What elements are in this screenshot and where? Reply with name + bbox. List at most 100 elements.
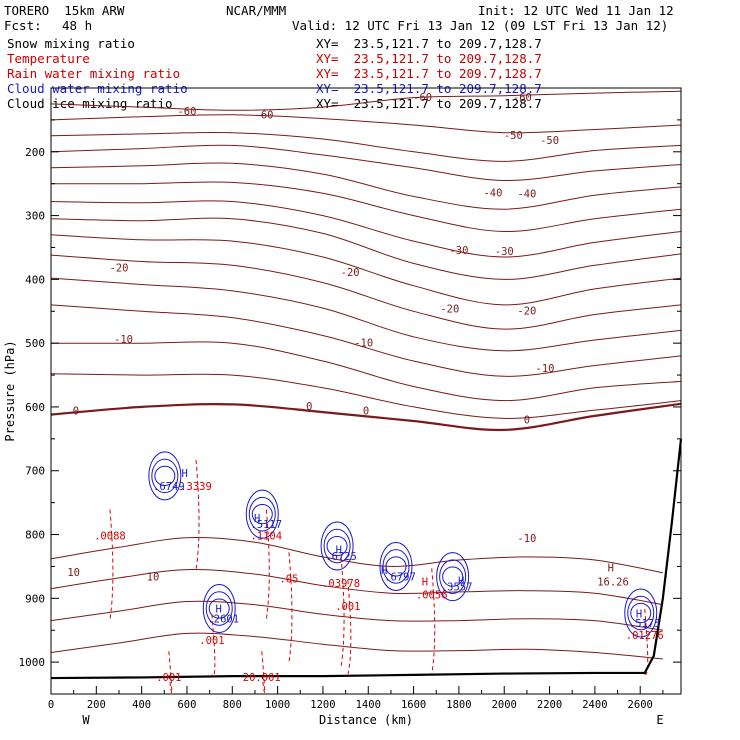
legend-xy: XY= 23.5,121.7 to 209.7,128.7 — [316, 36, 542, 51]
rain-contour — [109, 509, 114, 620]
isotherm-label: -50 — [540, 135, 559, 147]
cloud-water-contour — [202, 584, 236, 634]
y-tick-label: 400 — [25, 273, 45, 286]
isotherm-label: -60 — [413, 92, 432, 104]
legend-xy: XY= 23.5,121.7 to 209.7,128.7 — [316, 66, 542, 81]
y-tick-label: 600 — [25, 401, 45, 414]
rain-contour — [265, 509, 270, 620]
cloud-water-contour — [624, 588, 658, 638]
cloud-max-label: .6749 — [153, 481, 185, 493]
isotherm-line — [51, 277, 681, 352]
x-tick-label: 2000 — [492, 699, 517, 711]
isotherm-label: -50 — [504, 130, 523, 142]
isotherm-label: -10 — [536, 363, 555, 375]
rain-contour — [347, 579, 352, 675]
cloud-water-contour — [208, 598, 230, 619]
rain-max-label: .03978 — [322, 578, 360, 590]
x-tick-label: 1200 — [310, 699, 335, 711]
isotherm-label: 0 — [306, 401, 312, 413]
model-name: TORERO 15km ARW — [4, 3, 125, 18]
cloud-max-label: .6725 — [325, 551, 357, 563]
cloud-water-contour — [154, 465, 176, 486]
isotherm-label: -10 — [517, 533, 536, 545]
cloud-max-label: .5117 — [250, 519, 282, 531]
cloud-water-contour — [151, 458, 179, 494]
isotherm-label: -60 — [177, 106, 196, 118]
rain-max-label: .001 — [335, 601, 360, 613]
plot-frame — [50, 87, 682, 695]
init-time: Init: 12 UTC Wed 11 Jan 12 — [478, 3, 674, 18]
cloud-water-contour — [323, 528, 351, 564]
cloud-water-contour — [320, 521, 354, 571]
x-tick-label: 1000 — [265, 699, 290, 711]
isotherm-line — [51, 341, 681, 402]
org-name: NCAR/MMM — [226, 3, 287, 18]
cloud-water-contour — [382, 549, 410, 584]
y-tick-label: 200 — [25, 146, 45, 159]
cloud-water-contour — [630, 602, 652, 624]
isotherm-label: -10 — [114, 334, 133, 346]
cloud-water-contour — [148, 451, 182, 501]
isotherm-label: 10 — [147, 571, 160, 583]
isotherm-label: -20 — [341, 267, 360, 279]
fcst-label: Fcst: — [4, 18, 42, 33]
cloud-water-contour — [251, 504, 273, 525]
rain-contour — [644, 609, 649, 675]
isotherm-label: -60 — [513, 92, 532, 104]
maximum-marker: H — [254, 513, 260, 525]
isotherm-label: 0 — [73, 406, 79, 418]
y-tick-label: 300 — [25, 210, 45, 223]
isotherm-label: -60 — [255, 110, 274, 122]
rain-max-label: .1104 — [250, 531, 282, 543]
legend-label: Rain water mixing ratio — [7, 66, 181, 81]
y-tick-label: 500 — [25, 337, 45, 350]
rain-contour — [168, 651, 173, 694]
isotherm-line — [51, 90, 681, 111]
maximum-marker: H — [216, 603, 222, 615]
isotherm-line — [51, 217, 681, 280]
cloud-water-contour — [245, 489, 279, 539]
west-label: W — [82, 713, 90, 727]
fcst-value: 48 h — [62, 18, 93, 33]
rain-max-label: .001 — [199, 635, 224, 647]
isotherm-line — [51, 144, 681, 182]
cloud-max-label: .3557 — [441, 582, 473, 594]
rain-contour — [195, 459, 200, 570]
x-tick-label: 200 — [87, 699, 106, 711]
cloud-max-label: .6797 — [384, 571, 416, 583]
maximum-marker: H — [336, 545, 342, 557]
cloud-water-contour — [379, 541, 413, 591]
isotherm-line — [51, 181, 681, 233]
maximum-marker: H — [458, 575, 464, 587]
maximum-marker: H — [381, 565, 387, 577]
isotherm-label: 0 — [363, 406, 369, 418]
x-axis-label: Distance (km) — [319, 713, 413, 727]
cloud-water-contour — [442, 566, 464, 587]
isotherm-line — [51, 234, 681, 306]
x-tick-label: 1600 — [401, 699, 426, 711]
x-tick-label: 400 — [132, 699, 151, 711]
rain-contour — [431, 568, 436, 675]
maximum-marker: 16.26 — [597, 577, 629, 589]
x-tick-label: 1800 — [446, 699, 471, 711]
isotherm-label: -10 — [354, 337, 373, 349]
maximum-marker: H — [636, 608, 642, 620]
cloud-max-label: .5175 — [629, 618, 661, 630]
rain-contour — [340, 556, 345, 667]
rain-max-label: .0088 — [94, 531, 126, 543]
legend-label: Temperature — [7, 51, 90, 66]
rain-max-label: 20.001 — [243, 672, 281, 684]
isotherm-line — [51, 304, 681, 377]
valid-time: Valid: 12 UTC Fri 13 Jan 12 (09 LST Fri … — [292, 18, 669, 33]
isotherm-line — [51, 162, 681, 210]
cloud-water-contour — [439, 559, 467, 594]
legend-label: Snow mixing ratio — [7, 36, 135, 51]
rain-contour — [261, 651, 266, 694]
isotherm-label: -30 — [495, 246, 514, 258]
east-label: E — [656, 713, 663, 727]
isotherm-label: -20 — [440, 304, 459, 316]
legend-label: Cloud ice mixing ratio — [7, 96, 173, 111]
isotherm-label: -40 — [483, 187, 502, 199]
isotherm-line — [51, 402, 681, 432]
x-tick-label: 0 — [48, 699, 54, 711]
